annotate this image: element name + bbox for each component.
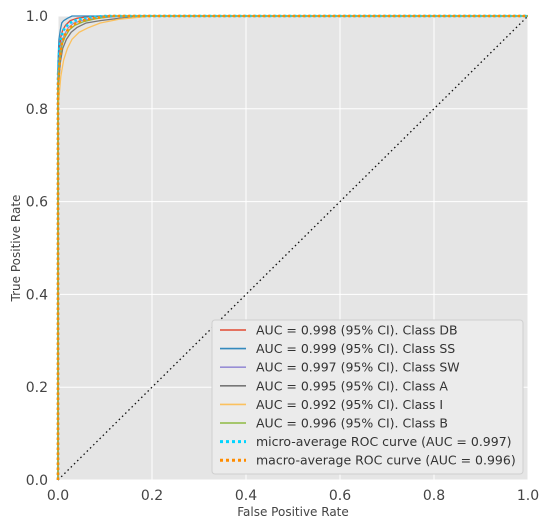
x-tick-label: 0.2 (141, 488, 163, 504)
y-tick-label: 0.6 (26, 195, 48, 211)
x-tick-label: 0.6 (329, 488, 351, 504)
grid (57, 15, 529, 481)
x-tick-labels: 0.0 0.2 0.4 0.6 0.8 1.0 (47, 488, 539, 504)
x-tick-label: 0.4 (235, 488, 257, 504)
y-tick-labels: 0.0 0.2 0.4 0.6 0.8 1.0 (26, 9, 48, 489)
y-tick-label: 0.2 (26, 380, 48, 396)
roc-curve-5 (57, 15, 528, 480)
roc-curve-8 (56, 14, 528, 480)
legend-label: micro-average ROC curve (AUC = 0.997) (256, 434, 512, 449)
x-axis-label: False Positive Rate (237, 505, 349, 519)
x-tick-label: 0.8 (423, 488, 445, 504)
y-tick-label: 0.0 (26, 473, 48, 489)
legend-label: AUC = 0.998 (95% CI). Class DB (256, 323, 458, 338)
roc-curves (56, 14, 528, 480)
legend-label: AUC = 0.992 (95% CI). Class I (256, 397, 443, 412)
chance-diagonal-line (57, 15, 529, 481)
y-axis-label: True Positive Rate (9, 195, 23, 303)
legend-label: AUC = 0.995 (95% CI). Class A (256, 378, 448, 393)
reference-line (57, 15, 529, 481)
roc-curve-2 (57, 15, 528, 480)
legend: AUC = 0.998 (95% CI). Class DB AUC = 0.99… (211, 319, 524, 475)
x-tick-label: 1.0 (517, 488, 539, 504)
y-tick-label: 0.8 (26, 102, 48, 118)
y-tick-label: 0.4 (26, 287, 48, 303)
x-tick-label: 0.0 (47, 488, 69, 504)
legend-label: macro-average ROC curve (AUC = 0.996) (256, 453, 516, 468)
legend-label: AUC = 0.997 (95% CI). Class SW (256, 360, 460, 375)
legend-label: AUC = 0.996 (95% CI). Class B (256, 416, 448, 431)
legend-label: AUC = 0.999 (95% CI). Class SS (256, 341, 455, 356)
roc-curve-4 (57, 15, 528, 480)
y-tick-label: 1.0 (26, 9, 48, 25)
legend-box (211, 319, 524, 475)
